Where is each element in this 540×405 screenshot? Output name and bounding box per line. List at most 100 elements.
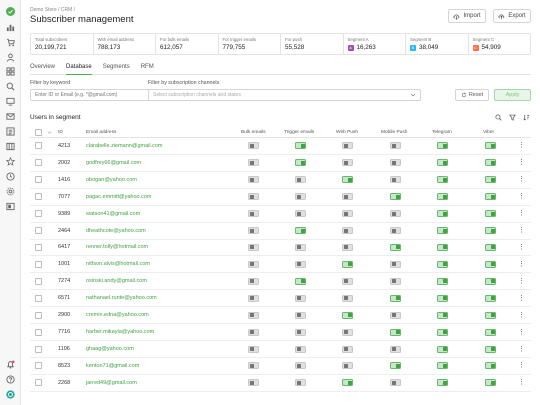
row-checkbox-cell[interactable] bbox=[35, 172, 42, 188]
toggle-web-push[interactable] bbox=[342, 243, 353, 251]
row-menu-icon[interactable]: ⋮ bbox=[518, 243, 525, 251]
row-checkbox-cell[interactable] bbox=[35, 307, 42, 323]
screen-icon[interactable] bbox=[5, 201, 16, 212]
toggle-bulk-emails[interactable] bbox=[248, 142, 259, 150]
subscriber-email-link[interactable]: jarred49@gmail.com bbox=[86, 379, 137, 386]
column-header-id[interactable]: ID bbox=[58, 129, 63, 135]
reset-button[interactable]: Reset bbox=[455, 89, 489, 101]
table-row[interactable]: 6417 renner.tolly@hotmail.com ⋮ bbox=[30, 240, 531, 257]
row-checkbox[interactable] bbox=[35, 294, 42, 302]
mail-icon[interactable] bbox=[5, 111, 16, 122]
toggle-web-push[interactable] bbox=[342, 260, 353, 268]
toggle-viber[interactable] bbox=[485, 328, 496, 336]
toggle-trigger-emails[interactable] bbox=[295, 159, 306, 167]
row-checkbox-cell[interactable] bbox=[35, 290, 42, 306]
toggle-telegram[interactable] bbox=[437, 311, 448, 319]
toggle-telegram[interactable] bbox=[437, 328, 448, 336]
toggle-trigger-emails[interactable] bbox=[295, 328, 306, 336]
row-menu-icon[interactable]: ⋮ bbox=[518, 142, 525, 150]
toggle-mobile-push[interactable] bbox=[390, 193, 401, 201]
toggle-telegram[interactable] bbox=[437, 193, 448, 201]
toggle-bulk-emails[interactable] bbox=[248, 328, 259, 336]
import-button[interactable]: Import bbox=[448, 9, 486, 23]
toggle-trigger-emails[interactable] bbox=[295, 362, 306, 370]
column-header-email[interactable]: Email address bbox=[86, 129, 117, 135]
row-checkbox-cell[interactable] bbox=[35, 273, 42, 289]
toggle-web-push[interactable] bbox=[342, 277, 353, 285]
row-checkbox-cell[interactable] bbox=[35, 206, 42, 222]
toggle-viber[interactable] bbox=[485, 345, 496, 353]
toggle-telegram[interactable] bbox=[437, 345, 448, 353]
toggle-bulk-emails[interactable] bbox=[248, 345, 259, 353]
toggle-viber[interactable] bbox=[485, 193, 496, 201]
row-checkbox[interactable] bbox=[35, 210, 42, 218]
toggle-viber[interactable] bbox=[485, 294, 496, 302]
toggle-web-push[interactable] bbox=[342, 176, 353, 184]
row-checkbox[interactable] bbox=[35, 311, 42, 319]
toggle-viber[interactable] bbox=[485, 277, 496, 285]
cart-icon[interactable] bbox=[5, 37, 16, 48]
column-header-bulk-emails[interactable]: Bulk emails bbox=[241, 129, 266, 135]
toggle-mobile-push[interactable] bbox=[390, 311, 401, 319]
table-row[interactable]: 1106 ghaag@yahoo.com ⋮ bbox=[30, 341, 531, 358]
subscriber-email-link[interactable]: cremin.edna@yahoo.com bbox=[86, 312, 149, 319]
toggle-bulk-emails[interactable] bbox=[248, 294, 259, 302]
star-icon[interactable] bbox=[5, 156, 16, 167]
toggle-mobile-push[interactable] bbox=[390, 345, 401, 353]
row-menu-icon[interactable]: ⋮ bbox=[518, 159, 525, 167]
toggle-mobile-push[interactable] bbox=[390, 159, 401, 167]
search-icon[interactable] bbox=[5, 81, 16, 92]
toggle-bulk-emails[interactable] bbox=[248, 210, 259, 218]
toggle-telegram[interactable] bbox=[437, 159, 448, 167]
toggle-viber[interactable] bbox=[485, 243, 496, 251]
toggle-trigger-emails[interactable] bbox=[295, 243, 306, 251]
subscriber-email-link[interactable]: watson41@gmail.com bbox=[86, 210, 141, 217]
toggle-bulk-emails[interactable] bbox=[248, 260, 259, 268]
row-menu-icon[interactable]: ⋮ bbox=[518, 260, 525, 268]
help-icon[interactable] bbox=[5, 374, 16, 385]
row-menu-icon[interactable]: ⋮ bbox=[518, 294, 525, 302]
row-checkbox[interactable] bbox=[35, 243, 42, 251]
column-header-viber[interactable]: Viber bbox=[483, 129, 495, 135]
table-row[interactable]: 7716 harber.mikayla@yahoo.com ⋮ bbox=[30, 324, 531, 342]
keyword-search-input[interactable] bbox=[30, 89, 163, 101]
row-menu-icon[interactable]: ⋮ bbox=[518, 379, 525, 387]
toggle-web-push[interactable] bbox=[342, 294, 353, 302]
row-menu-icon[interactable]: ⋮ bbox=[518, 362, 525, 370]
row-checkbox-cell[interactable] bbox=[35, 155, 42, 171]
checkbox[interactable] bbox=[35, 128, 42, 136]
row-menu-icon[interactable]: ⋮ bbox=[518, 210, 525, 218]
table-row[interactable]: 6571 nathanael.runte@yahoo.com ⋮ bbox=[30, 290, 531, 308]
toggle-bulk-emails[interactable] bbox=[248, 193, 259, 201]
select-all-chevron-icon[interactable] bbox=[47, 126, 52, 138]
toggle-telegram[interactable] bbox=[437, 142, 448, 150]
column-header-web-push[interactable]: Web Push bbox=[336, 129, 359, 135]
row-checkbox-cell[interactable] bbox=[35, 256, 42, 272]
toggle-viber[interactable] bbox=[485, 362, 496, 370]
layers-icon[interactable] bbox=[5, 141, 16, 152]
toggle-bulk-emails[interactable] bbox=[248, 311, 259, 319]
toggle-mobile-push[interactable] bbox=[390, 227, 401, 235]
toggle-viber[interactable] bbox=[485, 142, 496, 150]
export-button[interactable]: Export bbox=[493, 9, 531, 23]
toggle-web-push[interactable] bbox=[342, 328, 353, 336]
toggle-bulk-emails[interactable] bbox=[248, 379, 259, 387]
column-header-telegram[interactable]: Telegram bbox=[432, 129, 452, 135]
table-row[interactable]: 1416 obogan@yahoo.com ⋮ bbox=[30, 172, 531, 189]
row-checkbox-cell[interactable] bbox=[35, 358, 42, 374]
row-checkbox[interactable] bbox=[35, 328, 42, 336]
row-checkbox[interactable] bbox=[35, 379, 42, 387]
subscriber-email-link[interactable]: obogan@yahoo.com bbox=[86, 176, 137, 183]
toggle-mobile-push[interactable] bbox=[390, 260, 401, 268]
toggle-trigger-emails[interactable] bbox=[295, 260, 306, 268]
toggle-mobile-push[interactable] bbox=[390, 142, 401, 150]
toggle-mobile-push[interactable] bbox=[390, 328, 401, 336]
row-checkbox[interactable] bbox=[35, 159, 42, 167]
table-row[interactable]: 2464 dheathcote@yahoo.com ⋮ bbox=[30, 223, 531, 240]
toggle-web-push[interactable] bbox=[342, 210, 353, 218]
tab-overview[interactable]: Overview bbox=[30, 64, 56, 70]
subscriber-email-link[interactable]: nitfson.alvis@hotmail.com bbox=[86, 261, 150, 268]
table-row[interactable]: 8523 kenton71@gmail.com ⋮ bbox=[30, 358, 531, 375]
monitor-icon[interactable] bbox=[5, 96, 16, 107]
tab-rfm[interactable]: RFM bbox=[140, 64, 154, 70]
